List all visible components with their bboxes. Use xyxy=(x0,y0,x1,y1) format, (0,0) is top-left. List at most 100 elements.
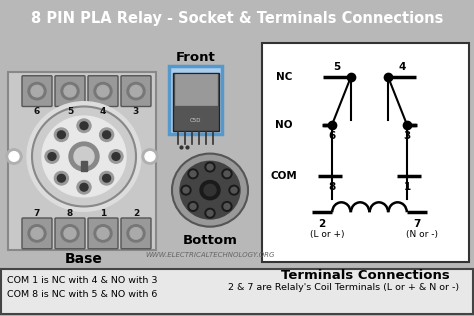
Circle shape xyxy=(64,85,76,97)
Circle shape xyxy=(61,82,79,100)
Circle shape xyxy=(94,225,112,242)
Text: NC: NC xyxy=(276,72,292,82)
FancyBboxPatch shape xyxy=(22,76,52,106)
Circle shape xyxy=(112,153,120,160)
Circle shape xyxy=(103,131,110,139)
FancyBboxPatch shape xyxy=(88,76,118,106)
FancyBboxPatch shape xyxy=(55,218,85,249)
Circle shape xyxy=(103,174,110,182)
FancyBboxPatch shape xyxy=(88,218,118,249)
Circle shape xyxy=(32,106,136,206)
Circle shape xyxy=(55,172,68,185)
Circle shape xyxy=(130,228,142,239)
FancyBboxPatch shape xyxy=(22,218,52,249)
Text: 5: 5 xyxy=(333,62,341,72)
Circle shape xyxy=(6,149,22,164)
Text: Terminals Connections: Terminals Connections xyxy=(281,269,449,282)
Circle shape xyxy=(80,183,88,191)
Circle shape xyxy=(28,82,46,100)
Circle shape xyxy=(224,171,230,177)
Text: 2: 2 xyxy=(319,219,326,229)
Text: 5: 5 xyxy=(67,107,73,116)
Text: Front: Front xyxy=(176,51,216,64)
Text: C5D: C5D xyxy=(190,118,202,124)
Text: 3: 3 xyxy=(133,107,139,116)
Circle shape xyxy=(97,228,109,239)
Circle shape xyxy=(127,225,145,242)
Circle shape xyxy=(145,152,155,161)
Text: COM: COM xyxy=(271,171,297,181)
Circle shape xyxy=(205,162,215,172)
Circle shape xyxy=(229,185,239,195)
Circle shape xyxy=(100,172,114,185)
FancyBboxPatch shape xyxy=(170,66,222,134)
Circle shape xyxy=(42,116,126,197)
FancyBboxPatch shape xyxy=(55,76,85,106)
Circle shape xyxy=(77,180,91,194)
Text: (L or +): (L or +) xyxy=(310,230,344,239)
Bar xyxy=(8,72,156,250)
Circle shape xyxy=(61,225,79,242)
Circle shape xyxy=(28,225,46,242)
Text: COM 1 is NC with 4 & NO with 3
COM 8 is NC with 5 & NO with 6: COM 1 is NC with 4 & NO with 3 COM 8 is … xyxy=(7,276,158,299)
Text: NO: NO xyxy=(275,120,293,130)
Text: 2 & 7 are Relaly's Coil Terminals (L or + & N or -): 2 & 7 are Relaly's Coil Terminals (L or … xyxy=(228,283,459,292)
Circle shape xyxy=(55,128,68,142)
Circle shape xyxy=(204,184,216,196)
Text: (N or -): (N or -) xyxy=(406,230,438,239)
Circle shape xyxy=(97,85,109,97)
Circle shape xyxy=(188,169,198,179)
Circle shape xyxy=(94,82,112,100)
Circle shape xyxy=(100,128,114,142)
Circle shape xyxy=(27,102,141,211)
Text: Bottom: Bottom xyxy=(182,234,237,246)
Text: 7: 7 xyxy=(413,219,421,229)
Circle shape xyxy=(57,131,65,139)
Circle shape xyxy=(200,180,220,200)
Text: WWW.ELECTRICALTECHNOLOGY.ORG: WWW.ELECTRICALTECHNOLOGY.ORG xyxy=(146,252,275,258)
Circle shape xyxy=(205,208,215,218)
Circle shape xyxy=(45,150,59,163)
FancyBboxPatch shape xyxy=(175,74,217,105)
Circle shape xyxy=(190,171,196,177)
FancyBboxPatch shape xyxy=(1,269,473,314)
Circle shape xyxy=(231,187,237,193)
Circle shape xyxy=(181,185,191,195)
Circle shape xyxy=(48,153,56,160)
Circle shape xyxy=(180,161,240,219)
Text: 8: 8 xyxy=(67,209,73,218)
Circle shape xyxy=(64,228,76,239)
FancyBboxPatch shape xyxy=(173,73,219,131)
Text: 4: 4 xyxy=(398,62,406,72)
Circle shape xyxy=(74,147,94,166)
Text: 2: 2 xyxy=(133,209,139,218)
Text: 6: 6 xyxy=(328,131,336,141)
Circle shape xyxy=(9,152,19,161)
Circle shape xyxy=(207,210,213,216)
Text: 8 PIN PLA Relay - Socket & Terminals Connections: 8 PIN PLA Relay - Socket & Terminals Con… xyxy=(31,11,443,26)
Text: 7: 7 xyxy=(34,209,40,218)
Text: Base: Base xyxy=(65,252,103,266)
Circle shape xyxy=(224,204,230,209)
Bar xyxy=(262,43,469,262)
FancyBboxPatch shape xyxy=(121,218,151,249)
Text: 1: 1 xyxy=(403,182,410,192)
Text: 6: 6 xyxy=(34,107,40,116)
Circle shape xyxy=(31,85,43,97)
Circle shape xyxy=(80,122,88,130)
Circle shape xyxy=(130,85,142,97)
Circle shape xyxy=(57,174,65,182)
Circle shape xyxy=(109,150,123,163)
Text: 4: 4 xyxy=(100,107,106,116)
Circle shape xyxy=(77,119,91,132)
Circle shape xyxy=(188,202,198,211)
Circle shape xyxy=(31,228,43,239)
Circle shape xyxy=(142,149,158,164)
Circle shape xyxy=(172,154,248,227)
Circle shape xyxy=(222,169,232,179)
Circle shape xyxy=(207,164,213,170)
Text: 8: 8 xyxy=(328,182,336,192)
Text: 3: 3 xyxy=(403,131,410,141)
Circle shape xyxy=(69,142,99,171)
Circle shape xyxy=(190,204,196,209)
